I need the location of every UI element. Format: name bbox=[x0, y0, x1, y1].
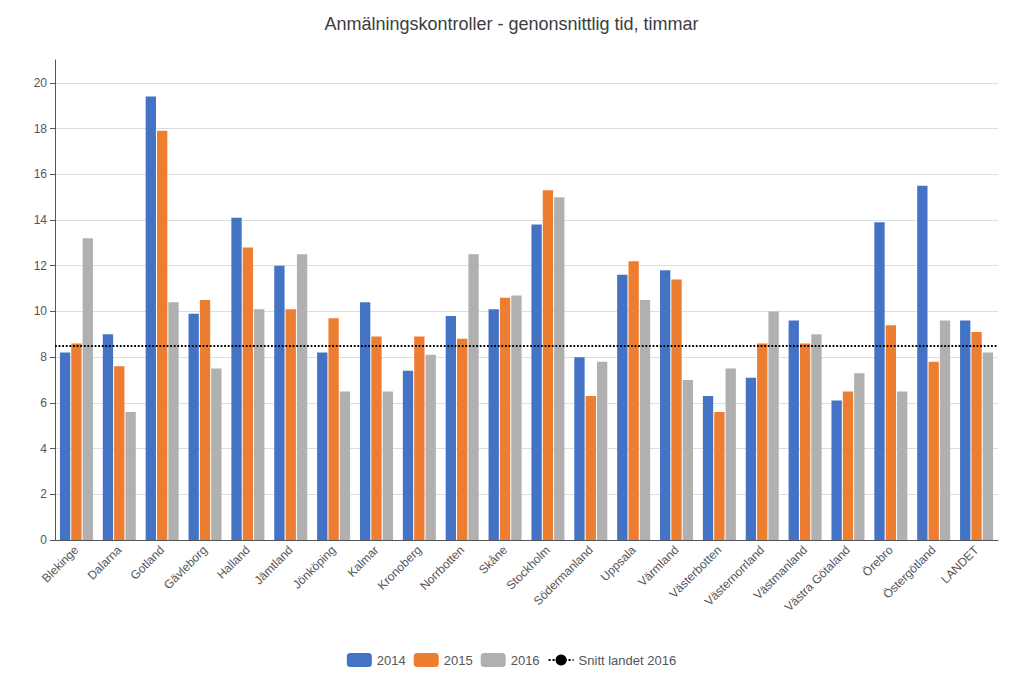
svg-text:4: 4 bbox=[40, 442, 47, 456]
svg-text:Kronoberg: Kronoberg bbox=[375, 543, 424, 592]
svg-text:20: 20 bbox=[34, 76, 48, 90]
svg-text:Västerbotten: Västerbotten bbox=[666, 543, 725, 601]
svg-text:Örebro: Örebro bbox=[860, 543, 897, 580]
svg-text:12: 12 bbox=[34, 259, 48, 273]
svg-text:Jönköping: Jönköping bbox=[290, 543, 339, 592]
svg-text:0: 0 bbox=[40, 533, 47, 547]
svg-text:Västernorrland: Västernorrland bbox=[701, 543, 768, 609]
svg-text:Dalarna: Dalarna bbox=[85, 543, 125, 583]
svg-text:Värmland: Värmland bbox=[635, 543, 682, 590]
svg-text:Gävleborg: Gävleborg bbox=[161, 543, 210, 592]
svg-text:2015: 2015 bbox=[444, 653, 473, 668]
svg-text:Gotland: Gotland bbox=[128, 543, 168, 583]
svg-text:Stockholm: Stockholm bbox=[503, 543, 553, 593]
svg-text:8: 8 bbox=[40, 350, 47, 364]
svg-text:Västmanland: Västmanland bbox=[750, 543, 811, 603]
svg-text:Jämtland: Jämtland bbox=[251, 543, 295, 587]
svg-text:2014: 2014 bbox=[377, 653, 406, 668]
svg-text:Östergötland: Östergötland bbox=[880, 543, 938, 601]
svg-text:2: 2 bbox=[40, 487, 47, 501]
svg-text:6: 6 bbox=[40, 396, 47, 410]
svg-text:Västra Götaland: Västra Götaland bbox=[782, 543, 853, 614]
svg-text:Norrbotten: Norrbotten bbox=[417, 543, 467, 593]
svg-text:Uppsala: Uppsala bbox=[598, 543, 639, 584]
svg-text:Snitt landet 2016: Snitt landet 2016 bbox=[579, 653, 677, 668]
svg-text:Kalmar: Kalmar bbox=[345, 543, 382, 580]
svg-text:Anmälningskontroller - genonsn: Anmälningskontroller - genonsnittlig tid… bbox=[324, 14, 698, 34]
svg-text:Blekinge: Blekinge bbox=[39, 543, 82, 586]
svg-text:LANDET: LANDET bbox=[938, 543, 982, 587]
svg-text:Södermanland: Södermanland bbox=[531, 543, 596, 608]
svg-text:10: 10 bbox=[34, 304, 48, 318]
svg-text:18: 18 bbox=[34, 122, 48, 136]
svg-text:2016: 2016 bbox=[511, 653, 540, 668]
svg-text:Skåne: Skåne bbox=[476, 543, 510, 577]
svg-text:Halland: Halland bbox=[214, 543, 253, 582]
svg-text:14: 14 bbox=[34, 213, 48, 227]
svg-text:16: 16 bbox=[34, 167, 48, 181]
